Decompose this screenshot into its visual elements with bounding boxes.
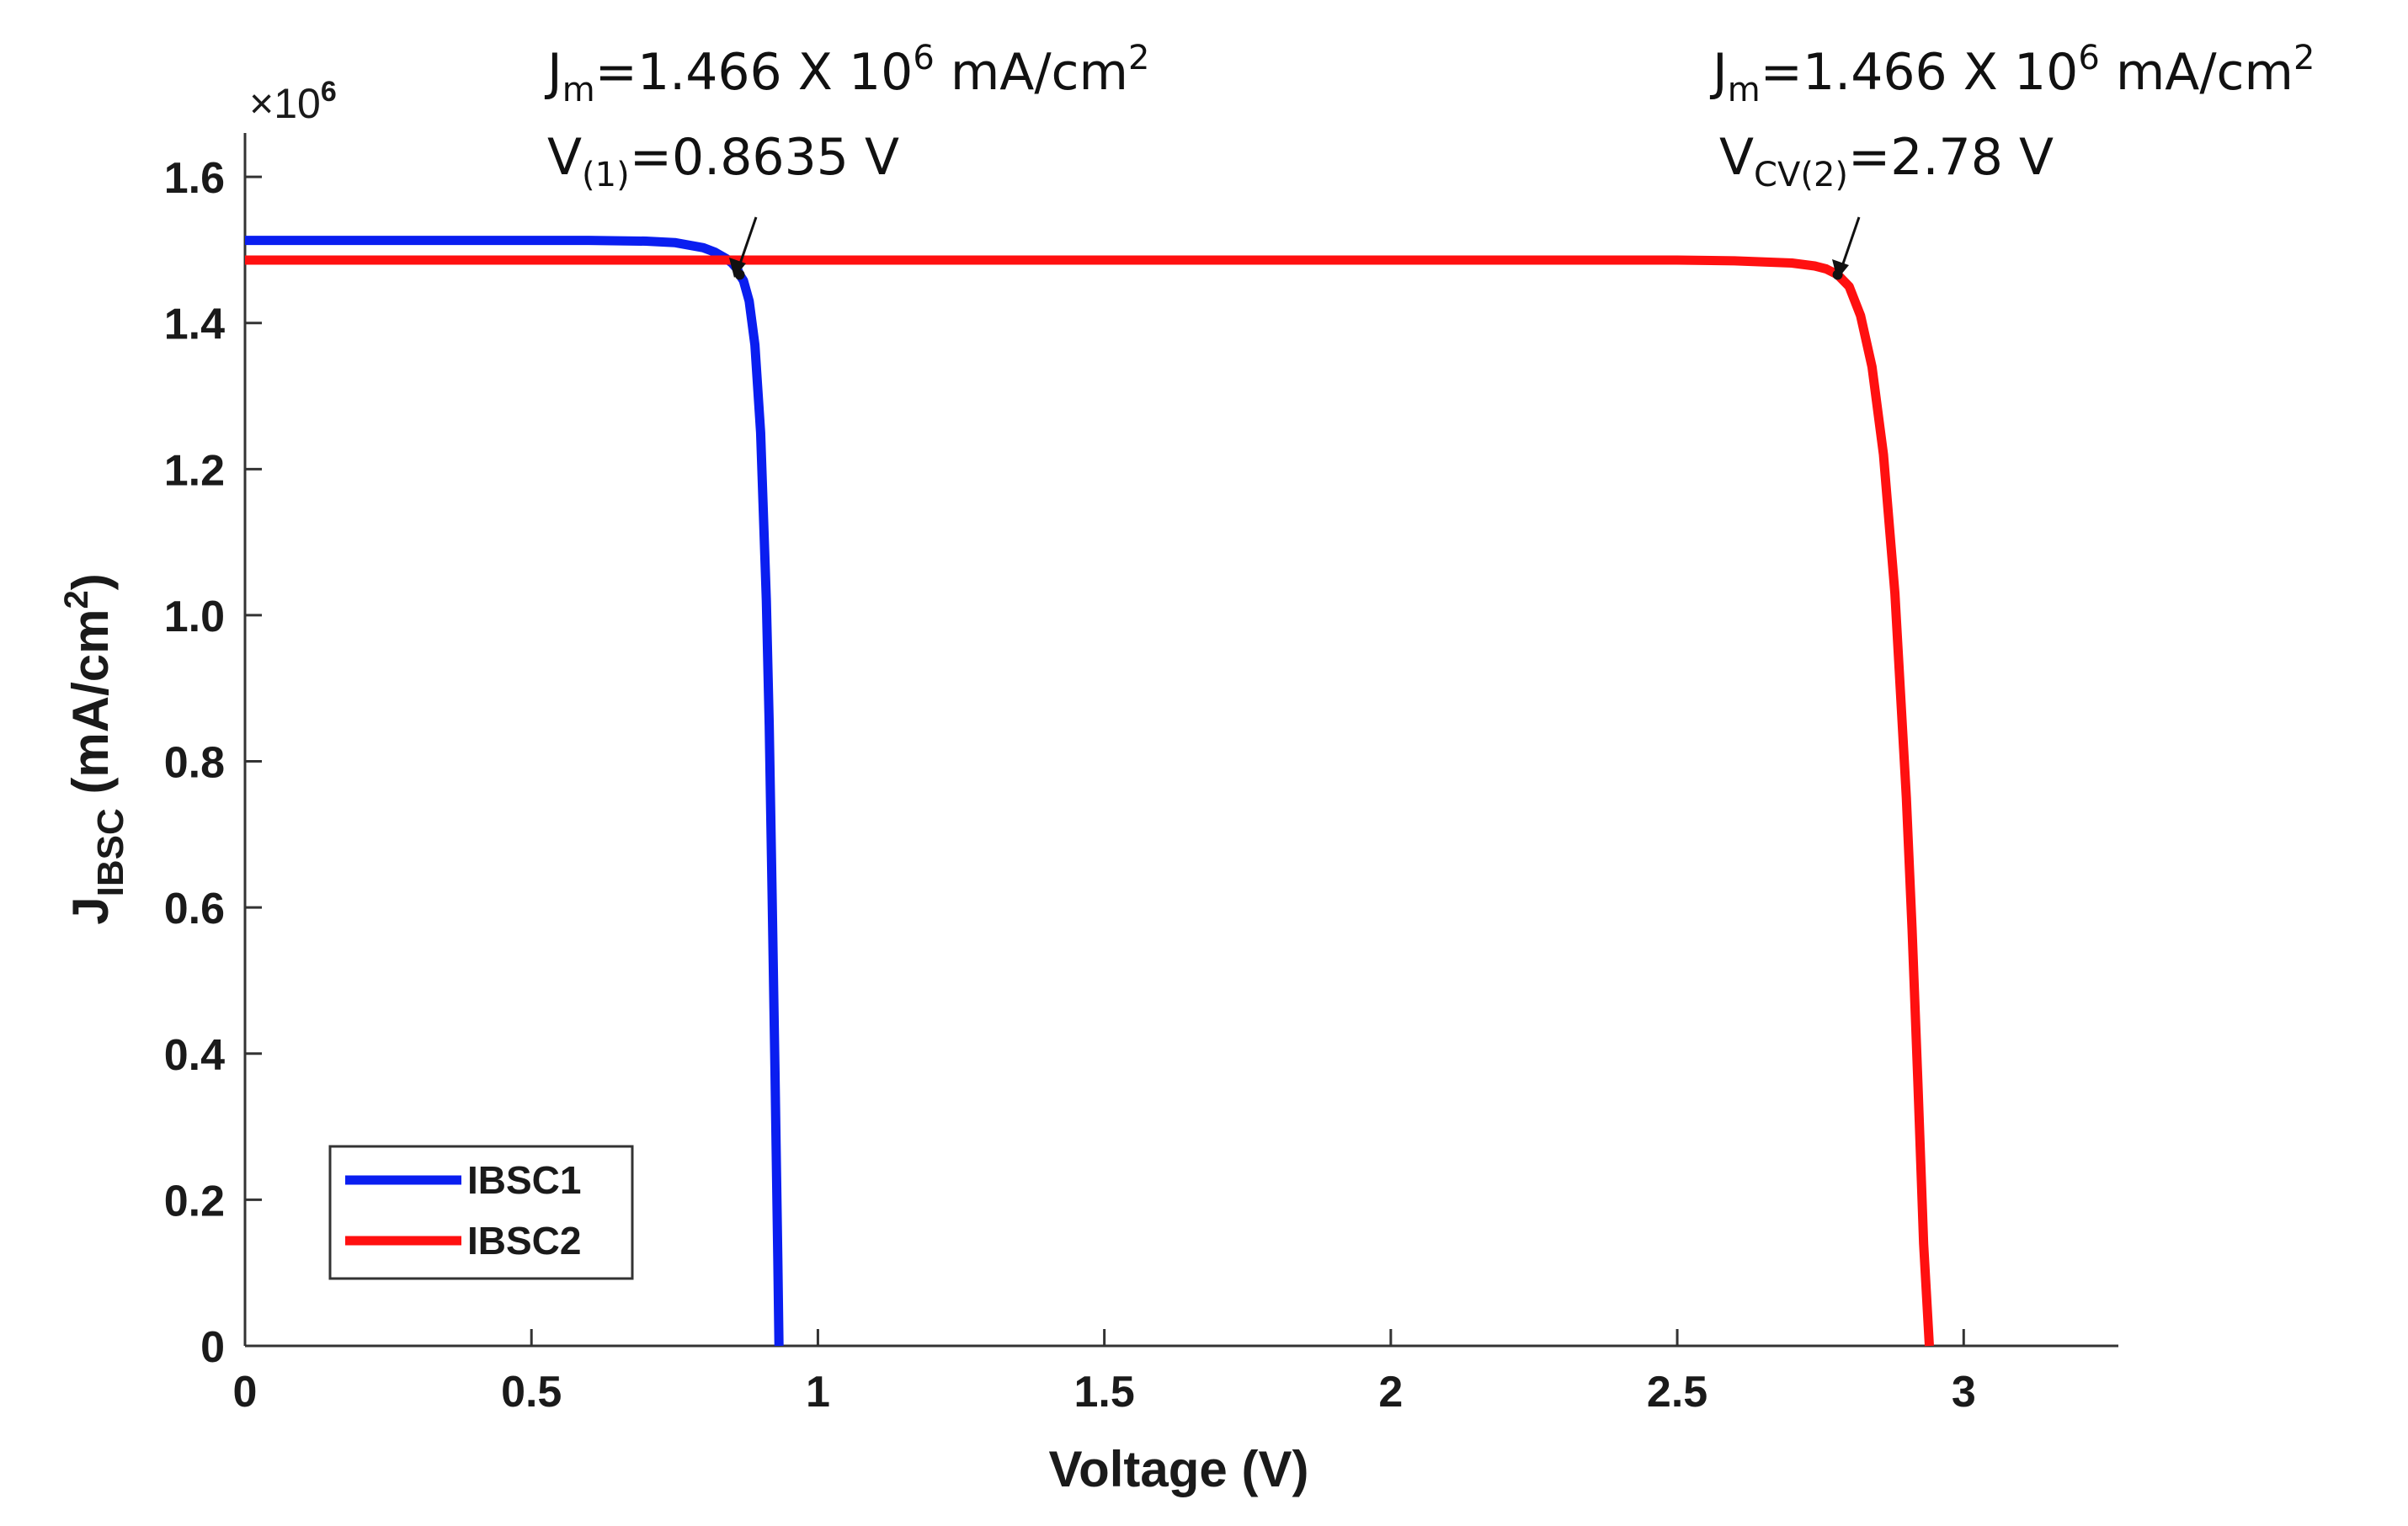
y-tick-label: 0.6	[164, 885, 225, 933]
y-tick-label: 1.4	[164, 300, 225, 349]
x-axis-label: Voltage (V)	[1049, 1441, 1309, 1497]
annotation-ibsc1: Jm=1.466 X 106 mA/cm2 V(1)=0.8635 V	[544, 39, 1149, 280]
annotation-2-line2: VCV(2)=2.78 V	[1719, 128, 2054, 194]
y-multiplier: ×106	[249, 76, 337, 127]
y-tick-label: 0.8	[164, 739, 225, 788]
y-tick-label: 1.0	[164, 593, 225, 641]
y-multiplier-base: ×10	[249, 80, 321, 127]
annotation-ibsc2: Jm=1.466 X 106 mA/cm2 VCV(2)=2.78 V	[1709, 39, 2315, 280]
y-ticks: 0 0.2 0.4 0.6 0.8 1.0 1.2 1.4 1.6	[164, 154, 262, 1372]
x-tick-label: 1	[806, 1368, 830, 1417]
x-tick-label: 0.5	[501, 1368, 562, 1417]
annotation-2-line1: Jm=1.466 X 106 mA/cm2	[1709, 39, 2315, 109]
annotation-1-line1: Jm=1.466 X 106 mA/cm2	[544, 39, 1149, 109]
y-tick-label: 0.2	[164, 1177, 225, 1226]
y-label-unit: (mA/cm	[62, 609, 119, 809]
x-tick-label: 0	[233, 1368, 258, 1417]
annotation-2-marker	[1832, 269, 1843, 280]
y-tick-label: 1.2	[164, 446, 225, 495]
y-label-main: J	[62, 896, 119, 924]
y-tick-label: 0	[200, 1323, 225, 1372]
y-tick-label: 0.4	[164, 1031, 225, 1080]
legend: IBSC1 IBSC2	[328, 1145, 634, 1280]
y-tick-label: 1.6	[164, 154, 225, 203]
y-label-unit-close: )	[62, 573, 119, 590]
x-tick-label: 3	[1952, 1368, 1976, 1417]
annotation-1-arrowhead	[729, 258, 746, 278]
annotation-1-line2: V(1)=0.8635 V	[547, 128, 899, 194]
x-ticks: 0 0.5 1 1.5 2 2.5 3	[233, 1329, 1976, 1417]
annotation-1-marker	[734, 269, 745, 280]
x-tick-label: 1.5	[1073, 1368, 1134, 1417]
legend-label-ibsc1: IBSC1	[467, 1158, 581, 1202]
x-tick-label: 2.5	[1647, 1368, 1707, 1417]
legend-box	[328, 1145, 634, 1280]
y-axis-label: JIBSC (mA/cm2)	[58, 573, 131, 924]
y-multiplier-exp: 6	[321, 76, 337, 108]
legend-label-ibsc2: IBSC2	[467, 1219, 581, 1263]
annotation-2-arrow	[1839, 216, 1861, 272]
x-tick-label: 2	[1378, 1368, 1403, 1417]
y-label-sub: IBSC	[90, 808, 131, 896]
y-label-unit-sup: 2	[58, 590, 95, 609]
